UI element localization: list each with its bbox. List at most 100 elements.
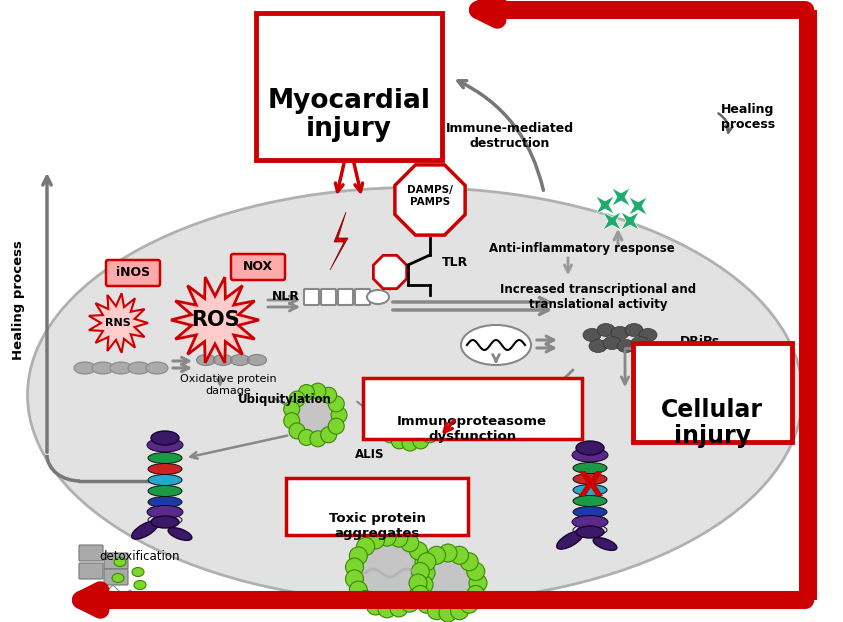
Ellipse shape xyxy=(148,440,182,452)
Text: Cellular
injury: Cellular injury xyxy=(661,398,763,448)
Text: Healing
process: Healing process xyxy=(721,103,775,131)
Ellipse shape xyxy=(74,362,96,374)
Circle shape xyxy=(331,407,347,423)
Circle shape xyxy=(357,590,374,608)
Ellipse shape xyxy=(151,516,179,528)
Circle shape xyxy=(430,407,446,423)
Polygon shape xyxy=(620,212,639,230)
Ellipse shape xyxy=(576,441,604,455)
Circle shape xyxy=(417,564,435,582)
Ellipse shape xyxy=(147,438,183,452)
Text: NOX: NOX xyxy=(243,261,273,274)
Ellipse shape xyxy=(583,328,601,341)
Circle shape xyxy=(328,418,344,434)
Ellipse shape xyxy=(148,452,182,463)
Circle shape xyxy=(357,537,374,555)
Circle shape xyxy=(320,388,336,403)
Ellipse shape xyxy=(625,323,643,337)
FancyBboxPatch shape xyxy=(338,289,353,305)
Circle shape xyxy=(374,407,390,423)
Circle shape xyxy=(418,553,436,571)
FancyBboxPatch shape xyxy=(304,289,319,305)
Circle shape xyxy=(439,604,457,622)
Circle shape xyxy=(346,558,363,576)
Circle shape xyxy=(349,547,368,565)
Circle shape xyxy=(467,585,485,603)
Text: Immunoproteasome
dysfunction: Immunoproteasome dysfunction xyxy=(397,415,547,443)
Text: ROS: ROS xyxy=(191,310,239,330)
Circle shape xyxy=(391,433,407,449)
Circle shape xyxy=(428,418,444,434)
Ellipse shape xyxy=(576,526,604,538)
Ellipse shape xyxy=(134,580,146,590)
Circle shape xyxy=(328,396,344,412)
Text: TLR: TLR xyxy=(442,256,468,269)
Ellipse shape xyxy=(593,537,617,550)
Text: Increased transcriptional and
translational activity: Increased transcriptional and translatio… xyxy=(500,283,696,311)
Polygon shape xyxy=(395,165,465,235)
Ellipse shape xyxy=(148,486,182,496)
Circle shape xyxy=(389,599,408,617)
Ellipse shape xyxy=(248,355,266,366)
Ellipse shape xyxy=(148,496,182,508)
FancyBboxPatch shape xyxy=(256,13,442,160)
Circle shape xyxy=(402,379,418,395)
Ellipse shape xyxy=(114,557,126,567)
Circle shape xyxy=(320,427,336,443)
Circle shape xyxy=(415,552,433,570)
Ellipse shape xyxy=(148,475,182,486)
Text: DRiPs: DRiPs xyxy=(679,335,720,348)
Ellipse shape xyxy=(147,506,183,519)
Ellipse shape xyxy=(128,362,150,374)
Circle shape xyxy=(356,539,424,607)
Ellipse shape xyxy=(461,325,531,365)
Circle shape xyxy=(289,391,305,407)
Circle shape xyxy=(367,531,384,549)
Circle shape xyxy=(460,595,478,613)
Text: NLR: NLR xyxy=(272,290,300,304)
FancyBboxPatch shape xyxy=(363,378,582,439)
FancyBboxPatch shape xyxy=(321,289,336,305)
Ellipse shape xyxy=(196,355,216,366)
Circle shape xyxy=(289,423,305,439)
Circle shape xyxy=(469,574,487,592)
Circle shape xyxy=(460,553,478,571)
Ellipse shape xyxy=(573,524,607,536)
FancyBboxPatch shape xyxy=(633,343,792,442)
Circle shape xyxy=(427,546,445,564)
Ellipse shape xyxy=(611,327,629,340)
Circle shape xyxy=(422,427,438,443)
Polygon shape xyxy=(123,590,137,604)
Circle shape xyxy=(411,562,429,580)
Circle shape xyxy=(450,546,469,564)
Circle shape xyxy=(400,594,419,612)
FancyBboxPatch shape xyxy=(104,553,128,569)
Ellipse shape xyxy=(573,473,607,485)
Ellipse shape xyxy=(597,323,615,337)
Ellipse shape xyxy=(573,485,607,496)
Circle shape xyxy=(413,433,429,449)
Text: X: X xyxy=(577,470,603,503)
Ellipse shape xyxy=(589,340,607,353)
Circle shape xyxy=(400,534,419,552)
Ellipse shape xyxy=(213,355,233,366)
Polygon shape xyxy=(373,256,406,289)
Ellipse shape xyxy=(230,355,250,366)
Ellipse shape xyxy=(168,527,192,541)
Circle shape xyxy=(428,396,444,412)
Polygon shape xyxy=(629,197,647,215)
Ellipse shape xyxy=(603,337,621,350)
Ellipse shape xyxy=(92,362,114,374)
Ellipse shape xyxy=(639,328,657,341)
Text: DAMPS/
PAMPS: DAMPS/ PAMPS xyxy=(407,185,453,207)
Circle shape xyxy=(293,393,337,437)
Text: ALIS: ALIS xyxy=(355,448,384,461)
Circle shape xyxy=(389,529,408,547)
Ellipse shape xyxy=(573,516,607,526)
Ellipse shape xyxy=(631,337,649,350)
Circle shape xyxy=(427,601,445,620)
Ellipse shape xyxy=(617,340,635,353)
FancyBboxPatch shape xyxy=(79,563,103,579)
Circle shape xyxy=(391,381,407,397)
Circle shape xyxy=(382,427,398,443)
